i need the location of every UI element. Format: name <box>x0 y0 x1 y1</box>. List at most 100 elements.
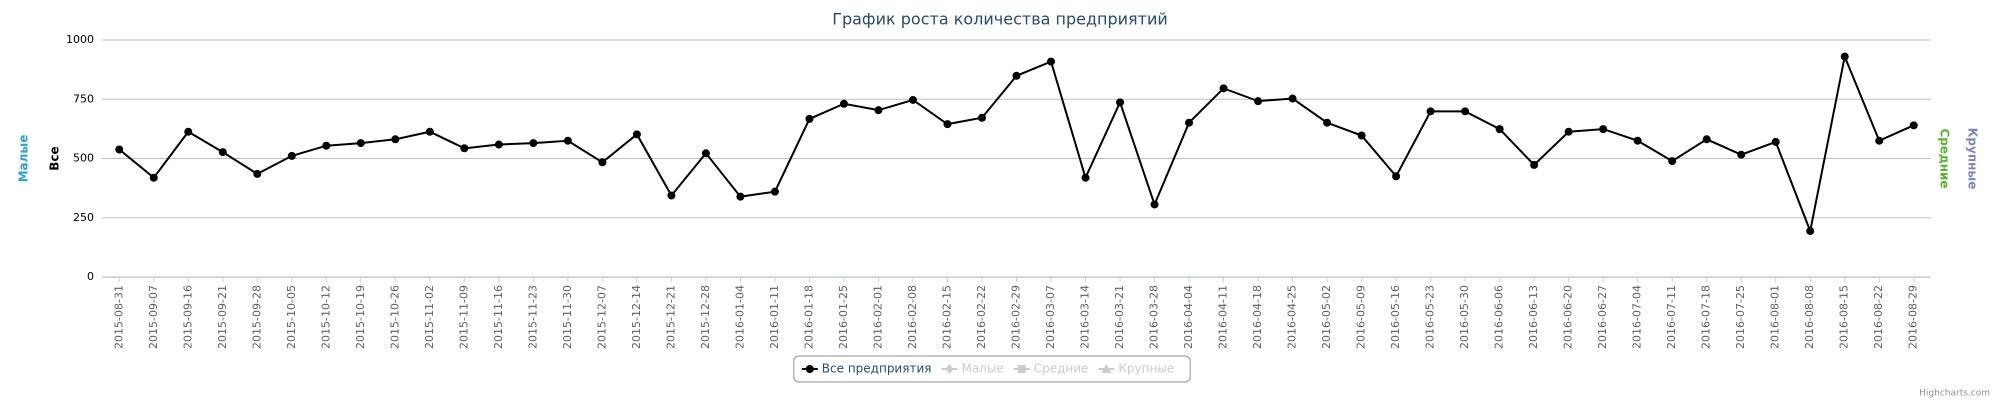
point <box>1633 136 1642 145</box>
x-tick-label: 2016-08-08 <box>1803 285 1816 349</box>
x-tick-label: 2016-02-22 <box>975 285 988 349</box>
y-tick-label: 750 <box>73 92 94 105</box>
x-tick-label: 2016-08-15 <box>1838 285 1851 349</box>
point <box>149 173 158 182</box>
legend-label: Малые <box>961 362 1003 376</box>
point <box>1599 125 1608 134</box>
point <box>1564 127 1573 136</box>
point <box>1771 137 1780 146</box>
x-tick-label: 2016-01-25 <box>837 285 850 349</box>
point <box>356 139 365 148</box>
point <box>908 95 917 104</box>
legend-label: Крупные <box>1118 362 1174 376</box>
x-tick-label: 2016-08-22 <box>1872 285 1885 349</box>
point <box>1219 84 1228 93</box>
point <box>322 141 331 150</box>
legend-box <box>793 355 1191 383</box>
chart-title: График роста количества предприятий <box>832 10 1168 29</box>
x-tick-label: 2015-09-21 <box>216 285 229 349</box>
x-tick-label: 2015-12-07 <box>595 285 608 349</box>
y-tick-label: 250 <box>73 211 94 224</box>
point <box>1737 150 1746 159</box>
x-tick-label: 2015-10-19 <box>354 285 367 349</box>
point <box>1668 157 1677 166</box>
point <box>1288 94 1297 103</box>
x-tick-label: 2015-12-21 <box>664 285 677 349</box>
x-tick-label: 2015-10-26 <box>388 285 401 349</box>
legend: Все предприятия Малые Средние Крупные <box>793 355 1191 383</box>
x-tick-label: 2016-05-09 <box>1355 285 1368 349</box>
x-tick-label: 2015-12-28 <box>699 285 712 349</box>
x-tick-label: 2016-06-20 <box>1562 285 1575 349</box>
legend-label: Все предприятия <box>822 362 932 376</box>
point <box>598 158 607 167</box>
point <box>563 136 572 145</box>
point <box>253 169 262 178</box>
credit[interactable]: Highcharts.com <box>1919 389 1990 399</box>
x-tick-label: 2016-07-25 <box>1734 285 1747 349</box>
x-tick-label: 2015-10-05 <box>285 285 298 349</box>
y-tick-label: 0 <box>87 270 94 283</box>
legend-item[interactable]: Малые <box>941 362 1004 376</box>
point <box>529 139 538 148</box>
legend-item[interactable]: Все предприятия <box>801 362 932 376</box>
point <box>115 145 124 154</box>
x-tick-label: 2016-03-14 <box>1079 285 1092 349</box>
x-tick-label: 2016-06-13 <box>1527 285 1540 349</box>
point <box>1461 107 1470 116</box>
x-tick-label: 2015-08-31 <box>112 285 125 349</box>
y-axis-title: Все <box>48 146 62 170</box>
point <box>184 127 193 136</box>
point <box>1840 52 1849 61</box>
point <box>460 144 469 153</box>
x-tick-label: 2016-07-11 <box>1665 285 1678 349</box>
x-tick-label: 2016-08-01 <box>1769 285 1782 349</box>
point <box>805 114 814 123</box>
point <box>770 187 779 196</box>
x-tick-label: 2016-05-30 <box>1458 285 1471 349</box>
x-tick-label: 2016-01-04 <box>733 285 746 349</box>
y-tick-label: 1000 <box>66 33 94 46</box>
point <box>1495 125 1504 134</box>
point <box>1875 136 1884 145</box>
x-tick-label: 2015-11-23 <box>526 285 539 349</box>
x-tick-label: 2015-11-09 <box>457 285 470 349</box>
point <box>701 149 710 158</box>
legend-marker <box>1101 364 1112 373</box>
point <box>839 99 848 108</box>
x-tick-label: 2016-03-07 <box>1044 285 1057 349</box>
x-tick-label: 2016-02-08 <box>906 285 919 349</box>
point <box>874 106 883 115</box>
point <box>1081 173 1090 182</box>
point <box>1806 227 1815 236</box>
x-tick-label: 2016-06-06 <box>1493 285 1506 349</box>
x-tick-label: 2016-02-29 <box>1010 285 1023 349</box>
x-tick-label: 2015-11-16 <box>492 285 505 349</box>
point <box>287 151 296 160</box>
point <box>1530 160 1539 169</box>
y-axis-title: Малые <box>17 135 31 183</box>
point <box>632 130 641 139</box>
x-tick-label: 2016-03-21 <box>1113 285 1126 349</box>
legend-marker <box>1017 365 1026 373</box>
x-tick-label: 2015-11-02 <box>423 285 436 349</box>
legend-marker <box>805 365 814 373</box>
x-tick-label: 2016-01-18 <box>802 285 815 349</box>
point <box>977 113 986 122</box>
point <box>391 135 400 144</box>
x-tick-label: 2015-09-16 <box>181 285 194 349</box>
legend-label: Средние <box>1034 362 1089 376</box>
point <box>218 148 227 157</box>
point <box>1323 118 1332 127</box>
x-tick-label: 2016-04-18 <box>1251 285 1264 349</box>
x-tick-label: 2016-07-04 <box>1631 285 1644 349</box>
legend-item[interactable]: Крупные <box>1098 362 1174 376</box>
point <box>1116 98 1125 107</box>
x-tick-label: 2016-03-28 <box>1148 285 1161 349</box>
x-tick-label: 2015-09-28 <box>250 285 263 349</box>
x-tick-label: 2016-08-29 <box>1907 285 1920 349</box>
legend-item[interactable]: Средние <box>1013 362 1089 376</box>
x-tick-label: 2015-09-07 <box>147 285 160 349</box>
x-tick-label: 2016-07-18 <box>1700 285 1713 349</box>
